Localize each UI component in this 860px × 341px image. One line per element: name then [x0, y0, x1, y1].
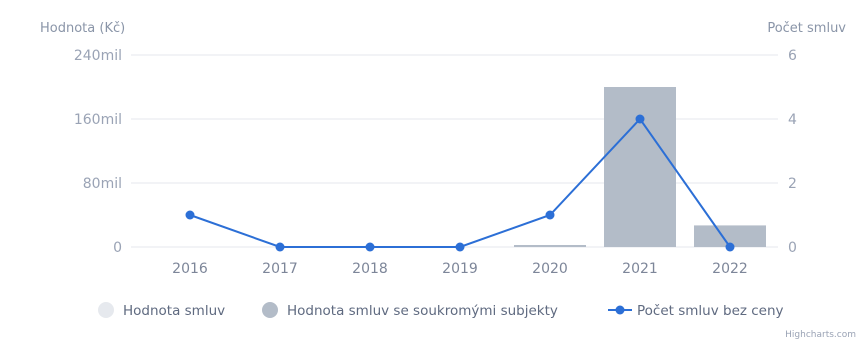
legend-label: Počet smluv bez ceny [637, 303, 784, 319]
line-point [455, 242, 465, 252]
x-axis-ticks: 2016 2017 2018 2019 2020 2021 2022 [172, 261, 748, 277]
legend-item[interactable]: Hodnota smluv [98, 302, 225, 319]
bar [604, 87, 676, 247]
legend-symbol [262, 302, 278, 318]
legend-symbol [98, 302, 114, 318]
legend-symbol [615, 305, 625, 315]
left-axis-ticks: 240mil 160mil 80mil 0 [74, 48, 122, 256]
x-tick-label: 2020 [532, 261, 568, 277]
right-tick-label: 2 [788, 176, 797, 192]
line-point [545, 210, 555, 220]
line-point [275, 242, 285, 252]
line-point [725, 242, 735, 252]
line-series [185, 114, 735, 252]
right-axis-title: Počet smluv [767, 21, 846, 36]
x-tick-label: 2019 [442, 261, 478, 277]
legend: Hodnota smluv Hodnota smluv se soukromými… [98, 302, 784, 319]
x-tick-label: 2017 [262, 261, 298, 277]
left-tick-label: 160mil [74, 112, 122, 128]
right-tick-label: 0 [788, 240, 797, 256]
left-axis-title: Hodnota (Kč) [40, 21, 125, 36]
credit-link[interactable]: Highcharts.com [785, 330, 856, 340]
left-tick-label: 0 [113, 240, 122, 256]
bar [694, 225, 766, 247]
legend-label: Hodnota smluv [123, 303, 225, 319]
line-point [635, 114, 645, 124]
line-point [185, 210, 195, 220]
left-tick-label: 240mil [74, 48, 122, 64]
x-tick-label: 2021 [622, 261, 658, 277]
right-tick-label: 6 [788, 48, 797, 64]
legend-item[interactable]: Počet smluv bez ceny [608, 303, 784, 319]
x-tick-label: 2022 [712, 261, 748, 277]
right-axis-ticks: 6 4 2 0 [788, 48, 797, 256]
right-tick-label: 4 [788, 112, 797, 128]
bars [514, 87, 766, 247]
line-point [365, 242, 375, 252]
bar [514, 245, 586, 247]
legend-label: Hodnota smluv se soukromými subjekty [287, 303, 558, 319]
x-tick-label: 2016 [172, 261, 208, 277]
x-tick-label: 2018 [352, 261, 388, 277]
gridlines [131, 54, 778, 248]
legend-item[interactable]: Hodnota smluv se soukromými subjekty [262, 302, 558, 319]
left-tick-label: 80mil [83, 176, 122, 192]
